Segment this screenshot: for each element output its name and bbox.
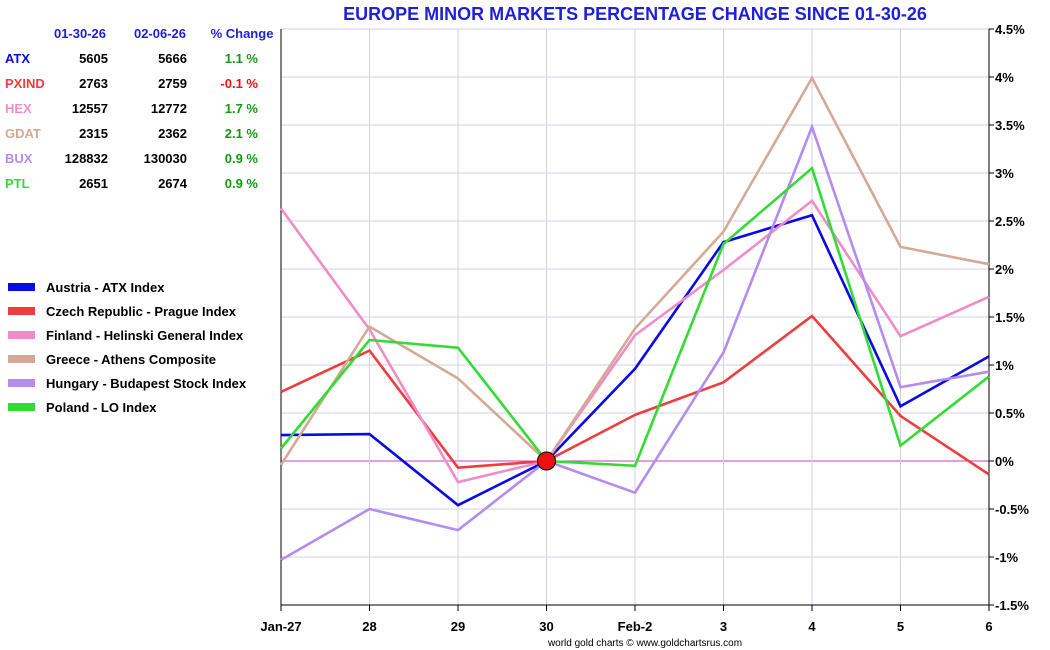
table-start-value: 128832 <box>65 151 108 166</box>
x-tick-label: 6 <box>985 619 992 634</box>
legend-label: Czech Republic - Prague Index <box>46 304 237 319</box>
table-change-value: 0.9 % <box>225 151 259 166</box>
table-code: BUX <box>5 151 33 166</box>
series-line-atx <box>280 213 990 507</box>
origin-marker-group <box>537 451 556 471</box>
legend-swatch-hex <box>8 331 35 339</box>
y-tick-label: 4.5% <box>995 22 1025 37</box>
legend-swatch-atx <box>8 283 35 291</box>
origin-marker <box>537 451 556 471</box>
series-lines <box>279 75 990 562</box>
y-tick-label: 1.5% <box>995 310 1025 325</box>
table-start-value: 12557 <box>72 101 108 116</box>
legend-swatch-bux <box>8 379 35 387</box>
legend-label: Austria - ATX Index <box>46 280 165 295</box>
table-end-value: 2759 <box>158 76 187 91</box>
series-line-bux <box>280 123 990 562</box>
table-header: 02-06-26 <box>134 26 186 41</box>
y-tick-label: -0.5% <box>995 502 1029 517</box>
table-code: HEX <box>5 101 32 116</box>
price-table: 01-30-26 02-06-26 % Change ATX 5605 5666 1.1 %… <box>5 26 273 191</box>
table-end-value: 130030 <box>144 151 187 166</box>
y-tick-label: 4% <box>995 70 1014 85</box>
table-header: 01-30-26 <box>54 26 106 41</box>
legend: Austria - ATX Index Czech Republic - Prag… <box>8 280 247 415</box>
table-end-value: 2674 <box>158 176 188 191</box>
table-code: GDAT <box>5 126 41 141</box>
y-tick-label: 0.5% <box>995 406 1025 421</box>
legend-label: Greece - Athens Composite <box>46 352 216 367</box>
legend-swatch-ptl <box>8 403 35 411</box>
table-change-value: 1.1 % <box>225 51 259 66</box>
y-tick-label: 1% <box>995 358 1014 373</box>
y-tick-label: -1.5% <box>995 598 1029 613</box>
x-tick-label: 29 <box>451 619 465 634</box>
x-tick-label: Jan-27 <box>260 619 301 634</box>
legend-label: Hungary - Budapest Stock Index <box>46 376 247 391</box>
x-tick-label: 28 <box>362 619 376 634</box>
y-tick-label: 2% <box>995 262 1014 277</box>
legend-swatch-pxind <box>8 307 35 315</box>
y-tick-label: 0% <box>995 454 1014 469</box>
table-change-value: 0.9 % <box>225 176 259 191</box>
x-tick-label: 30 <box>539 619 553 634</box>
table-code: ATX <box>5 51 30 66</box>
gridlines <box>280 28 990 606</box>
series-line-ptl <box>279 165 990 468</box>
table-change-value: 1.7 % <box>225 101 259 116</box>
x-tick-label: 4 <box>808 619 816 634</box>
table-start-value: 2315 <box>79 126 108 141</box>
axes: -1.5% -1% -0.5% 0% 0.5% 1% 1.5% 2% 2.5% 3% 3.5% 4% 4… <box>260 22 1029 634</box>
legend-label: Finland - Helinski General Index <box>46 328 244 343</box>
table-header: % Change <box>211 26 274 41</box>
table-start-value: 5605 <box>79 51 108 66</box>
chart-credit: world gold charts © www.goldchartsrus.co… <box>547 638 742 649</box>
y-tick-label: 3.5% <box>995 118 1025 133</box>
y-tick-label: 3% <box>995 166 1014 181</box>
table-end-value: 5666 <box>158 51 187 66</box>
x-tick-label: Feb-2 <box>618 619 653 634</box>
table-end-value: 2362 <box>158 126 187 141</box>
table-change-value: -0.1 % <box>220 76 258 91</box>
table-code: PXIND <box>5 76 45 91</box>
series-line-pxind <box>280 314 990 476</box>
y-tick-label: 2.5% <box>995 214 1025 229</box>
table-end-value: 12772 <box>151 101 187 116</box>
table-code: PTL <box>5 176 30 191</box>
table-start-value: 2651 <box>79 176 108 191</box>
y-tick-label: -1% <box>995 550 1019 565</box>
chart-title: EUROPE MINOR MARKETS PERCENTAGE CHANGE S… <box>343 4 927 24</box>
legend-swatch-gdat <box>8 355 35 363</box>
x-tick-label: 5 <box>897 619 904 634</box>
x-tick-label: 3 <box>720 619 727 634</box>
legend-label: Poland - LO Index <box>46 400 157 415</box>
table-change-value: 2.1 % <box>225 126 259 141</box>
table-start-value: 2763 <box>79 76 108 91</box>
series-line-hex <box>279 198 990 484</box>
